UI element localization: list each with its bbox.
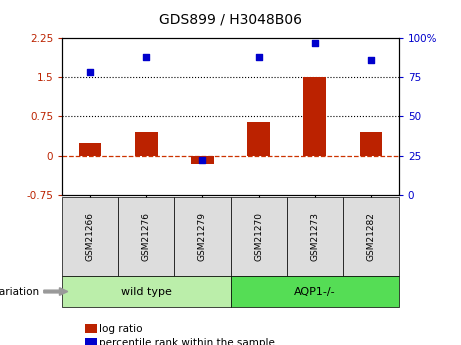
Text: wild type: wild type	[121, 287, 172, 296]
Point	[367, 57, 374, 63]
Text: GSM21282: GSM21282	[366, 212, 375, 261]
Point	[311, 40, 318, 46]
Text: genotype/variation: genotype/variation	[0, 287, 39, 296]
Text: GSM21273: GSM21273	[310, 212, 319, 261]
Bar	[135, 132, 158, 156]
Bar	[79, 142, 101, 156]
Text: GSM21266: GSM21266	[86, 212, 95, 261]
Text: AQP1-/-: AQP1-/-	[294, 287, 336, 296]
Point	[142, 54, 150, 60]
Point	[255, 54, 262, 60]
Point	[87, 70, 94, 75]
Text: GSM21270: GSM21270	[254, 212, 263, 261]
Bar	[191, 156, 214, 164]
Point	[199, 158, 206, 163]
Bar	[360, 132, 382, 156]
Text: GSM21276: GSM21276	[142, 212, 151, 261]
Text: log ratio: log ratio	[99, 324, 142, 334]
Text: GDS899 / H3048B06: GDS899 / H3048B06	[159, 12, 302, 26]
Text: GSM21279: GSM21279	[198, 212, 207, 261]
Bar	[303, 77, 326, 156]
Text: percentile rank within the sample: percentile rank within the sample	[99, 338, 275, 345]
Bar	[247, 122, 270, 156]
